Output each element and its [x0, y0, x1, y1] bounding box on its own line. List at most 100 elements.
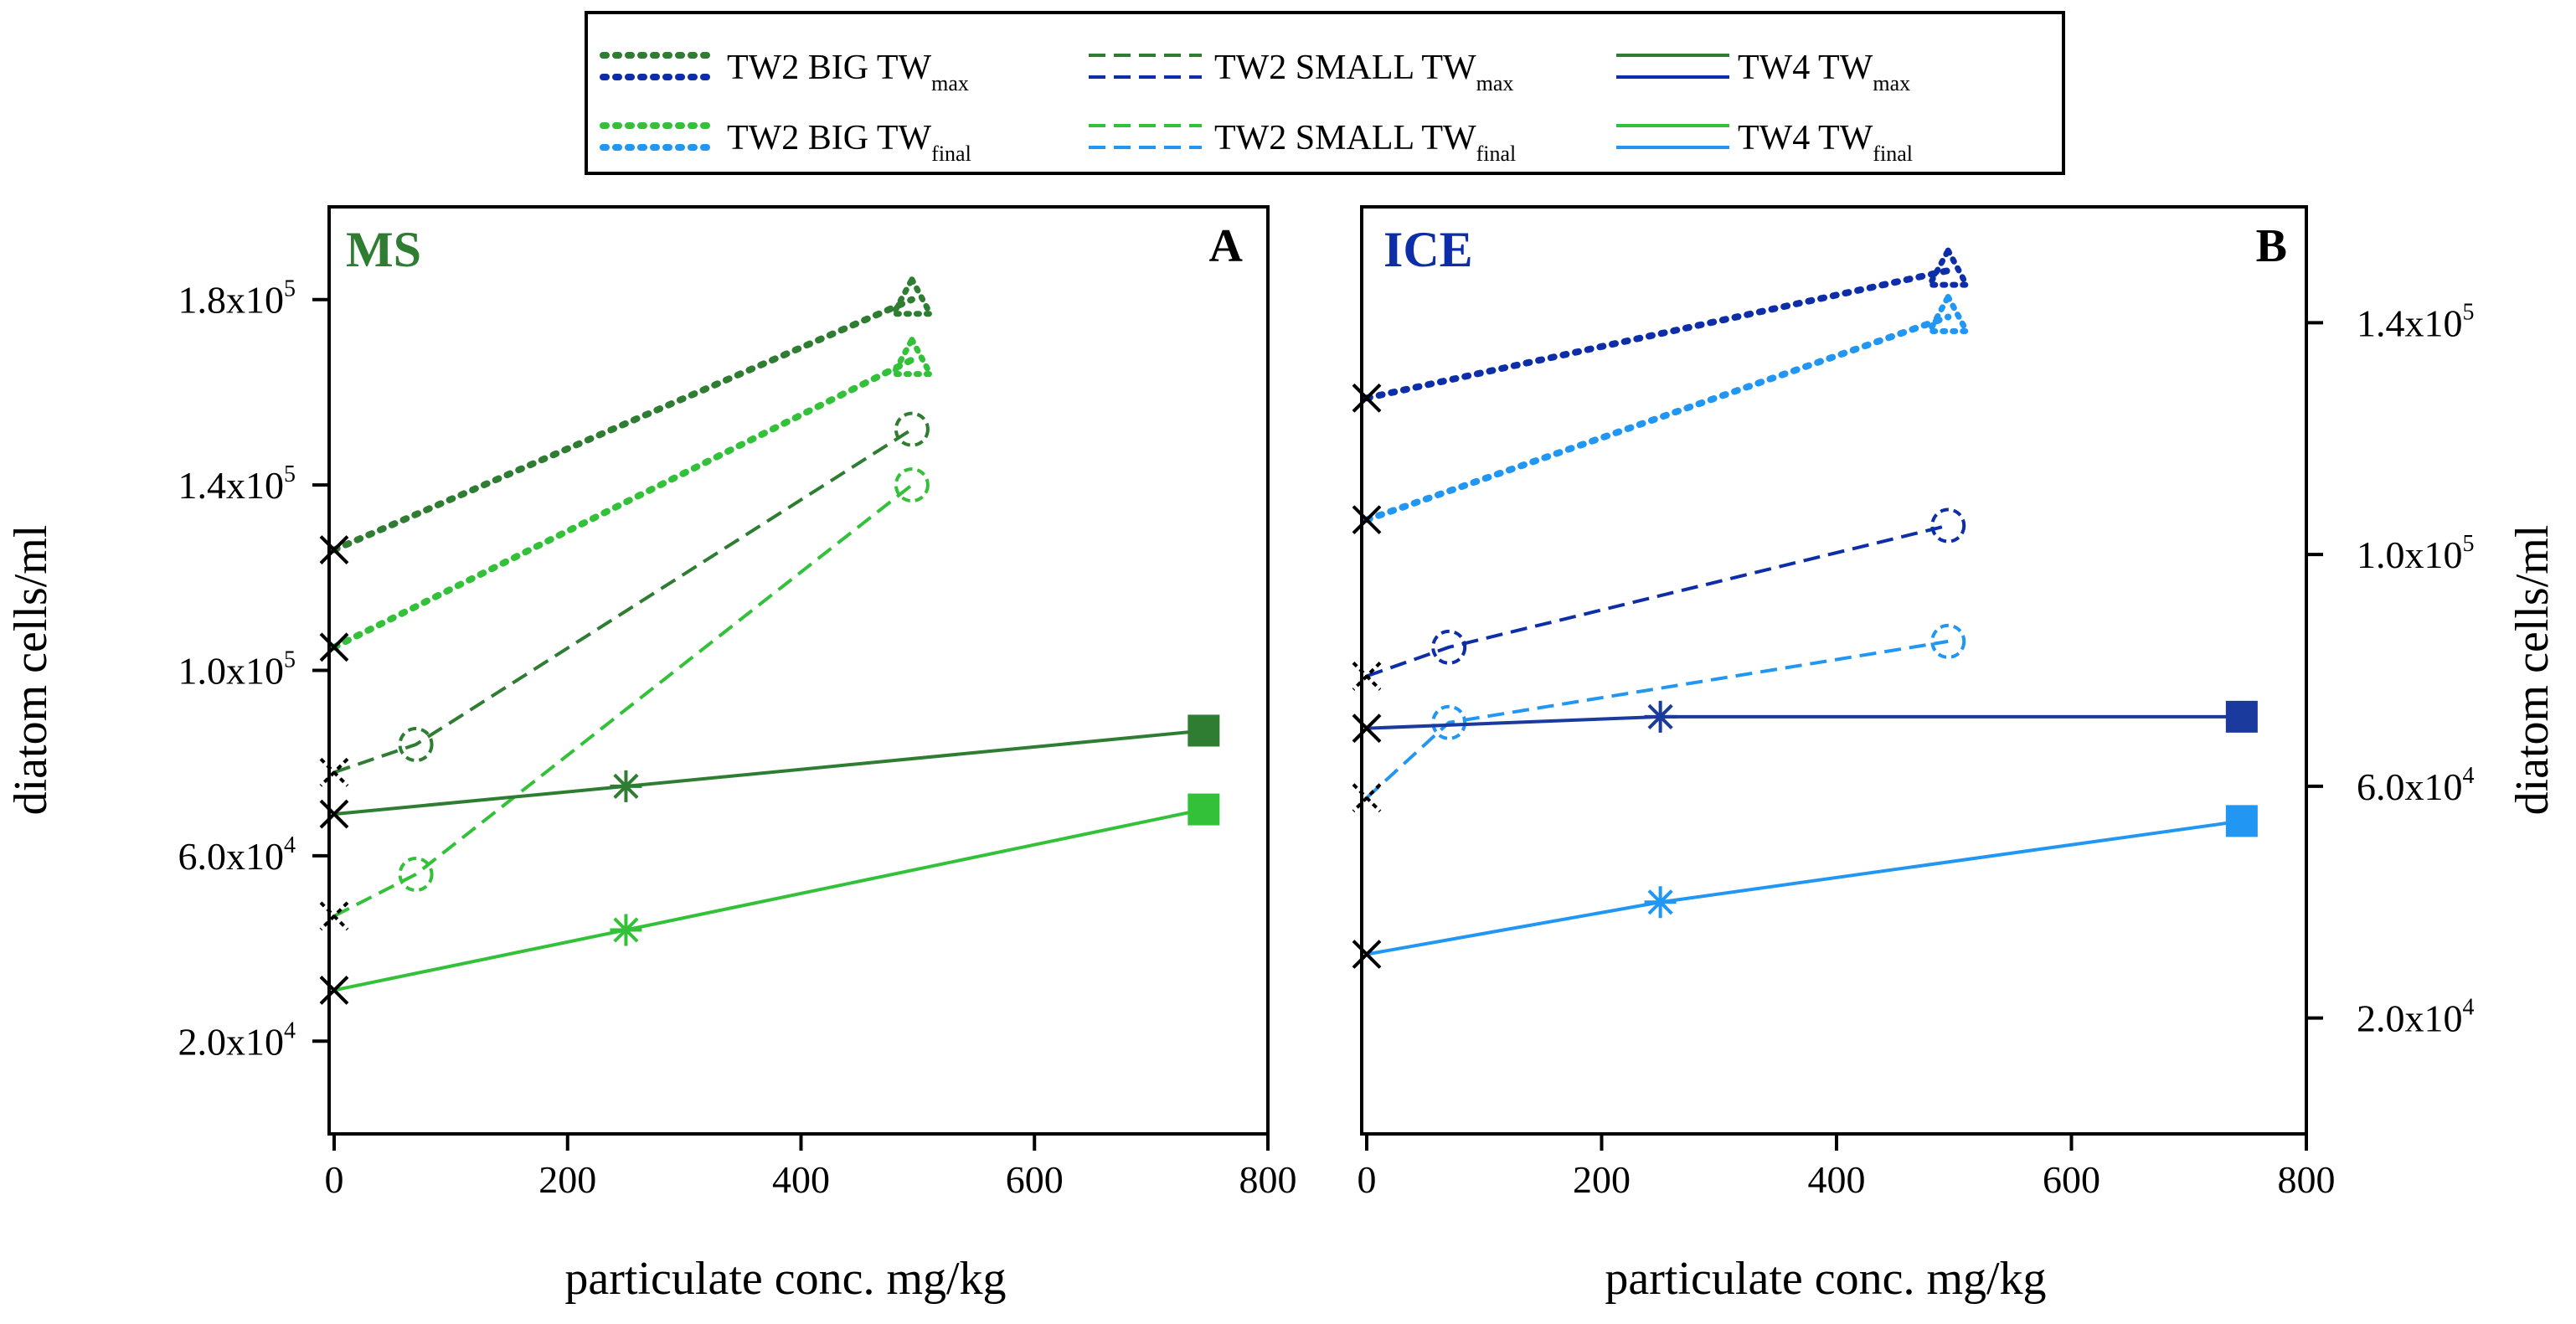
data-point-circle — [1930, 507, 1966, 544]
data-point-x-marker — [319, 757, 349, 787]
legend-label-main: TW2 BIG TW — [727, 49, 932, 87]
legend-label-main: TW4 TW — [1738, 49, 1873, 87]
legend-label-subscript: final — [1873, 142, 1913, 166]
series-line — [1365, 639, 1949, 800]
data-point-square — [2225, 700, 2258, 733]
legend-box — [585, 11, 2065, 175]
y-tick-label-exponent: 5 — [284, 461, 296, 487]
legend-label-subscript: final — [931, 142, 971, 166]
panel-letter: A — [1209, 220, 1244, 272]
y-tick-label: 1.4x105 — [2357, 299, 2475, 344]
data-point-triangle — [889, 333, 935, 378]
data-point-star — [1644, 700, 1677, 733]
series-line — [331, 296, 915, 554]
y-tick-label-exponent: 4 — [2463, 763, 2475, 789]
x-axis-title: particulate conc. mg/kg — [564, 1253, 1006, 1305]
legend-label-subscript: max — [1476, 71, 1514, 95]
panel-letter: B — [2256, 220, 2287, 272]
x-axis-title: particulate conc. mg/kg — [1605, 1253, 2046, 1305]
data-point-x-marker — [319, 799, 349, 829]
y-tick-label-base: 2.0x10 — [2357, 997, 2463, 1040]
y-tick-label-base: 1.0x10 — [2357, 533, 2463, 576]
data-point-star — [610, 914, 642, 946]
y-tick-label: 6.0x104 — [2357, 763, 2475, 808]
x-tick-label: 800 — [1239, 1158, 1297, 1201]
x-tick-label: 600 — [2043, 1158, 2100, 1201]
data-point-star — [610, 770, 642, 802]
panel-b-ice: 0 200 400 600 8002.0x1046.0x1041.0x1051.4x10… — [1352, 205, 2558, 1305]
panel-label: ICE — [1383, 222, 1473, 277]
y-tick-label: 1.4x105 — [178, 461, 296, 507]
data-point-x-marker — [319, 976, 349, 1005]
legend-label: TW2 SMALL TWfinal — [1214, 119, 1516, 166]
series-line — [333, 427, 913, 775]
series-line — [333, 483, 914, 918]
data-point-x-marker — [1352, 783, 1382, 813]
series-line — [1363, 313, 1952, 523]
data-point-square — [1188, 714, 1220, 747]
data-point-x-marker — [319, 632, 349, 662]
data-point-x-marker — [319, 535, 349, 565]
y-tick-label-base: 1.4x10 — [2357, 301, 2463, 344]
series-line — [333, 729, 1204, 817]
legend-label-main: TW2 SMALL TW — [1214, 119, 1476, 157]
y-tick-label-exponent: 4 — [2463, 995, 2475, 1021]
data-point-x-marker — [319, 901, 349, 931]
y-tick-label: 2.0x104 — [2357, 995, 2475, 1040]
legend-label-main: TW4 TW — [1738, 119, 1873, 157]
data-point-circle — [894, 411, 930, 447]
data-point-triangle — [1924, 244, 1972, 288]
legend-label-subscript: max — [931, 71, 969, 95]
y-tick-label-base: 1.0x10 — [178, 650, 285, 693]
y-axis-title: diatom cells/ml — [5, 525, 57, 816]
legend-label-main: TW2 SMALL TW — [1214, 49, 1476, 87]
legend-label-main: TW2 BIG TW — [727, 119, 932, 157]
panel-a-ms: 0 200 400 600 8002.0x1046.0x1041.0x1051.4x10… — [5, 205, 1297, 1305]
x-tick-label: 400 — [772, 1158, 830, 1201]
y-axis-title: diatom cells/ml — [2506, 525, 2558, 816]
data-point-square — [1188, 793, 1220, 826]
data-point-x-marker — [1352, 714, 1382, 744]
y-tick-label-exponent: 4 — [284, 832, 296, 858]
y-tick-label: 6.0x104 — [178, 832, 296, 878]
data-point-circle — [398, 857, 434, 893]
data-point-x-marker — [1352, 505, 1382, 535]
legend-label: TW4 TWmax — [1738, 49, 1910, 95]
legend-label: TW4 TWfinal — [1738, 119, 1913, 166]
data-point-circle — [1930, 623, 1966, 659]
legend-label: TW2 BIG TWmax — [727, 49, 969, 95]
plot-frame — [1360, 205, 2308, 1136]
data-point-circle — [894, 467, 930, 503]
x-tick-label: 200 — [538, 1158, 596, 1201]
x-tick-label: 0 — [325, 1158, 344, 1201]
data-point-circle — [1431, 629, 1467, 665]
series-line — [1363, 267, 1952, 402]
data-point-triangle — [889, 273, 935, 317]
legend: TW2 BIG TWmax TW2 SMALL TWmax TW4 TWmaxTW2… — [585, 11, 2065, 175]
series-line — [1366, 523, 1949, 678]
legend-label-subscript: max — [1873, 71, 1910, 95]
y-tick-label-base: 6.0x10 — [178, 835, 285, 878]
y-tick-label-base: 1.4x10 — [178, 464, 285, 507]
y-tick-label-exponent: 5 — [2463, 531, 2475, 557]
y-tick-label-exponent: 5 — [284, 276, 296, 302]
y-tick-label-base: 2.0x10 — [178, 1020, 285, 1063]
x-tick-label: 800 — [2278, 1158, 2336, 1201]
data-point-x-marker — [1352, 940, 1382, 969]
y-tick-label-exponent: 5 — [2463, 299, 2475, 325]
y-tick-label-base: 1.8x10 — [178, 279, 285, 322]
y-tick-label-exponent: 4 — [284, 1017, 296, 1043]
data-point-square — [2225, 805, 2258, 837]
data-point-circle — [1431, 704, 1467, 740]
data-point-star — [1644, 886, 1677, 919]
y-tick-label: 1.8x105 — [178, 276, 296, 322]
series-line — [331, 356, 915, 651]
data-point-x-marker — [1352, 662, 1382, 691]
legend-label: TW2 SMALL TWmax — [1214, 49, 1513, 95]
y-tick-label: 2.0x104 — [178, 1017, 296, 1063]
data-point-triangle — [1924, 291, 1972, 334]
x-tick-label: 600 — [1006, 1158, 1064, 1201]
x-tick-label: 0 — [1358, 1158, 1377, 1201]
y-tick-label: 1.0x105 — [178, 647, 296, 693]
